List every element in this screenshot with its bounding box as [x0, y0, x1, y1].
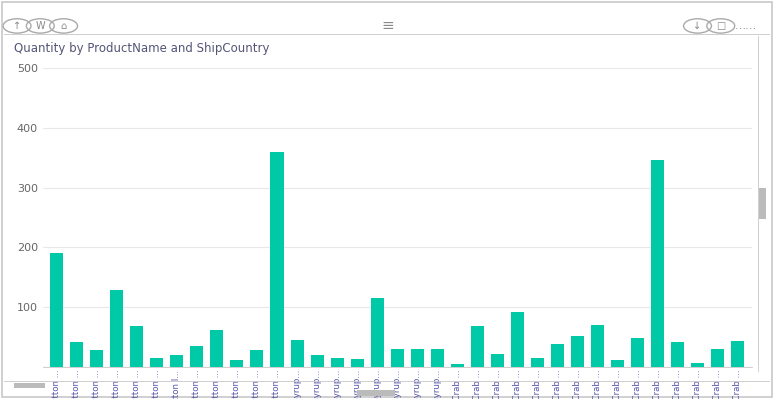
Bar — [651, 160, 664, 367]
Bar — [291, 340, 304, 367]
Bar — [611, 360, 624, 367]
Bar — [250, 350, 264, 367]
Bar — [431, 349, 444, 367]
Bar — [331, 358, 343, 367]
Bar — [50, 253, 63, 367]
Text: W: W — [36, 21, 45, 31]
Bar — [411, 349, 424, 367]
Bar — [311, 355, 324, 367]
Bar — [350, 359, 363, 367]
Bar — [491, 354, 504, 367]
Bar — [150, 358, 164, 367]
Bar — [451, 364, 463, 367]
Bar — [732, 341, 744, 367]
Bar — [691, 363, 704, 367]
Text: ⌂: ⌂ — [60, 21, 67, 31]
Text: ↑: ↑ — [13, 21, 21, 31]
Text: ↓: ↓ — [694, 21, 701, 31]
Bar — [631, 338, 644, 367]
Bar — [210, 330, 223, 367]
Text: ≡: ≡ — [381, 18, 394, 34]
Text: ……: …… — [735, 21, 756, 31]
Text: □: □ — [716, 21, 725, 31]
Bar — [130, 326, 143, 367]
Bar — [711, 349, 724, 367]
Bar — [470, 326, 484, 367]
Bar — [571, 336, 584, 367]
Bar — [191, 346, 203, 367]
Bar — [511, 312, 524, 367]
Bar — [370, 298, 384, 367]
Bar — [110, 290, 123, 367]
Bar — [551, 344, 564, 367]
Text: Quantity by ProductName and ShipCountry: Quantity by ProductName and ShipCountry — [14, 42, 270, 55]
Bar — [230, 360, 243, 367]
Bar — [671, 342, 684, 367]
Bar — [90, 350, 103, 367]
Bar — [531, 358, 544, 367]
Bar — [170, 355, 184, 367]
Bar — [270, 152, 284, 367]
Bar — [391, 349, 404, 367]
Bar — [591, 325, 604, 367]
Bar — [71, 342, 83, 367]
